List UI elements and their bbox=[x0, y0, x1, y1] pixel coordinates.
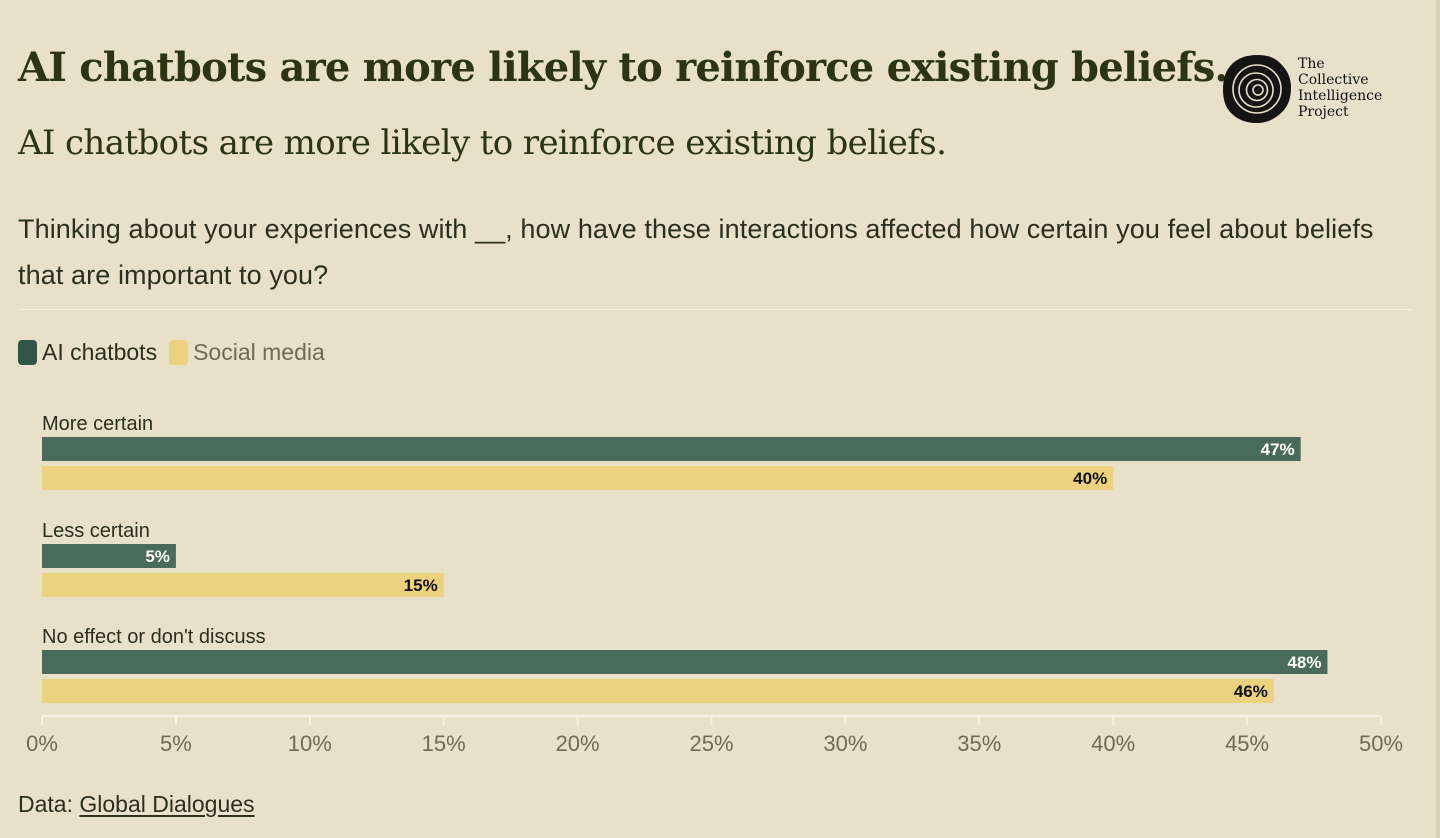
legend-swatch-ai-chatbots bbox=[18, 339, 37, 365]
x-tick-label: 20% bbox=[556, 731, 600, 756]
x-tick-label: 40% bbox=[1091, 731, 1135, 756]
logo-line: Project bbox=[1298, 104, 1349, 120]
bar-ai-chatbots-less-certain bbox=[42, 544, 176, 568]
data-label-social-media-no-effect-or-don-t-discuss: 46% bbox=[1234, 682, 1268, 701]
legend-item-social-media[interactable]: Social media bbox=[169, 339, 325, 366]
x-tick-label: 45% bbox=[1225, 731, 1269, 756]
bar-social-media-more-certain bbox=[42, 466, 1114, 490]
x-tick-label: 50% bbox=[1359, 731, 1403, 756]
cip-logo: The Collective Intelligence Project bbox=[1222, 54, 1402, 124]
chart-subtitle: AI chatbots are more likely to reinforce… bbox=[18, 123, 947, 163]
x-tick-label: 5% bbox=[160, 731, 192, 756]
bar-ai-chatbots-more-certain bbox=[42, 437, 1301, 461]
data-source: Data: Global Dialogues bbox=[18, 788, 255, 820]
data-label-social-media-less-certain: 15% bbox=[404, 576, 438, 595]
data-label-ai-chatbots-no-effect-or-don-t-discuss: 48% bbox=[1287, 653, 1321, 672]
x-tick-label: 10% bbox=[288, 731, 332, 756]
survey-question: Thinking about your experiences with __,… bbox=[18, 214, 1374, 290]
legend-label: AI chatbots bbox=[42, 338, 158, 365]
legend-swatch-social-media bbox=[169, 339, 189, 365]
divider bbox=[18, 309, 1412, 310]
data-label-ai-chatbots-more-certain: 47% bbox=[1261, 440, 1295, 459]
x-tick-label: 25% bbox=[689, 731, 733, 756]
bar-ai-chatbots-no-effect-or-don-t-discuss bbox=[42, 650, 1328, 674]
legend-item-ai-chatbots[interactable]: AI chatbots bbox=[18, 339, 157, 366]
category-label-no-effect-or-don-t-discuss: No effect or don't discuss bbox=[42, 626, 266, 648]
logo-line: The bbox=[1298, 56, 1325, 72]
x-tick-label: 15% bbox=[422, 731, 466, 756]
logo-line: Collective bbox=[1298, 72, 1369, 88]
x-tick-label: 0% bbox=[26, 731, 58, 756]
x-tick-label: 30% bbox=[823, 731, 867, 756]
logo-wordmark: The Collective Intelligence Project bbox=[1298, 56, 1408, 120]
legend-label: Social media bbox=[193, 338, 325, 365]
chart-title: AI chatbots are more likely to reinforce… bbox=[18, 44, 1228, 91]
bar-social-media-less-certain bbox=[42, 573, 444, 597]
data-label-social-media-more-certain: 40% bbox=[1073, 469, 1107, 488]
x-tick-label: 35% bbox=[957, 731, 1001, 756]
logo-line: Intelligence bbox=[1298, 88, 1383, 104]
category-label-less-certain: Less certain bbox=[42, 520, 150, 542]
chart-legend: AI chatbots Social media bbox=[18, 336, 337, 368]
bar-social-media-no-effect-or-don-t-discuss bbox=[42, 679, 1274, 703]
tree-rings-icon bbox=[1223, 55, 1291, 123]
category-label-more-certain: More certain bbox=[42, 413, 153, 435]
global-dialogues-link[interactable]: Global Dialogues bbox=[79, 791, 255, 817]
data-label-ai-chatbots-less-certain: 5% bbox=[145, 547, 170, 566]
data-source-prefix: Data: bbox=[18, 791, 73, 817]
